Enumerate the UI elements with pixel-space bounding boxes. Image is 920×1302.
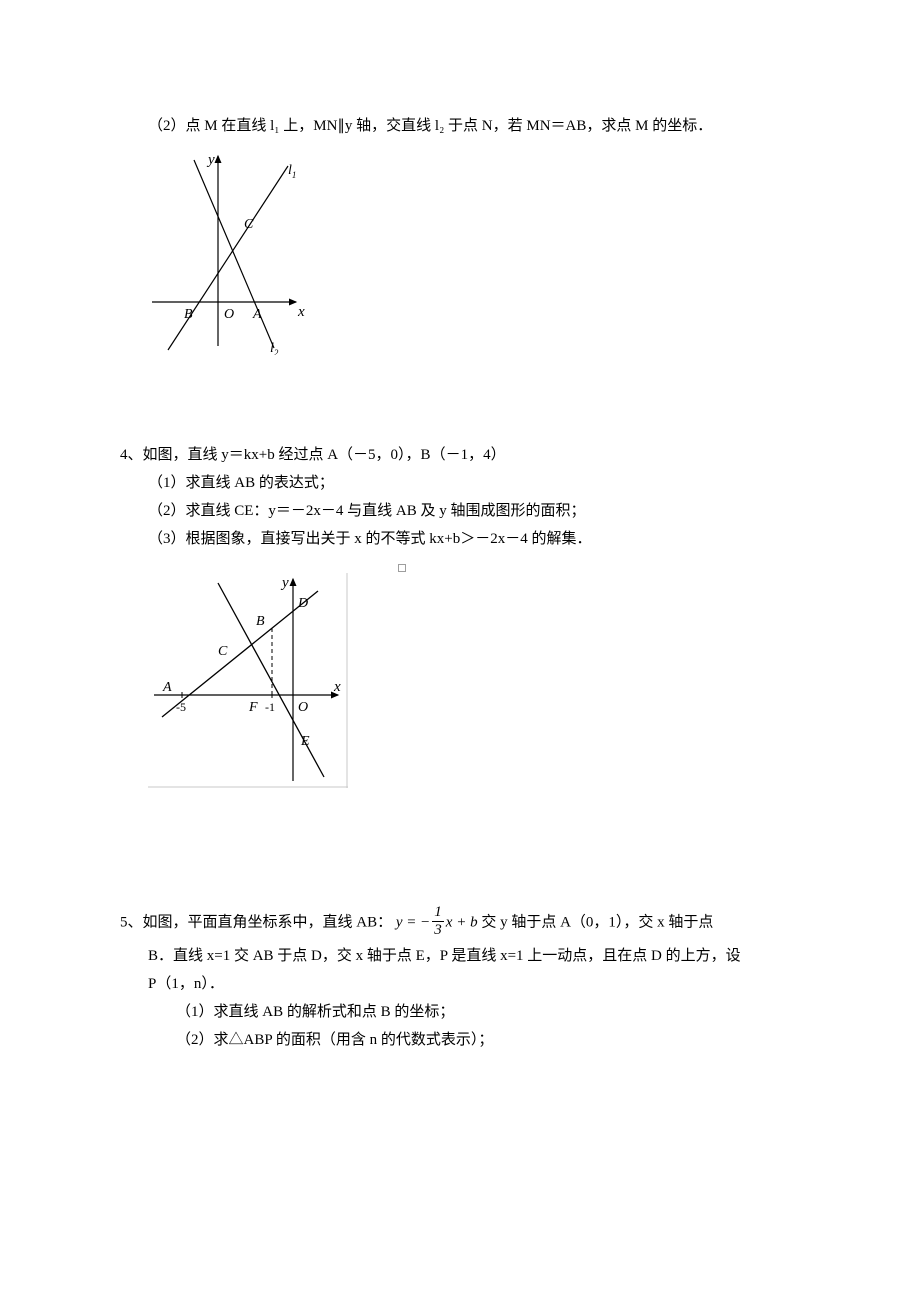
q5-stem-line3: P（1，n）． xyxy=(148,972,820,996)
svg-text:y: y xyxy=(280,575,289,591)
svg-text:B: B xyxy=(256,614,265,629)
q4-number: 4、 xyxy=(120,447,143,463)
q5-part1: （1）求直线 AB 的解析式和点 B 的坐标； xyxy=(176,1000,820,1024)
watermark-square xyxy=(398,564,406,572)
svg-text:C: C xyxy=(218,644,228,659)
q4-stem-text: 如图，直线 y＝kx+b 经过点 A（－5，0），B（－1，4） xyxy=(143,447,506,463)
q5-stem-line2: B．直线 x=1 交 AB 于点 D，交 x 轴于点 E，P 是直线 x=1 上… xyxy=(148,944,820,968)
q2-part2-line: （2）点 M 在直线 l₁ 上，MN∥y 轴，交直线 l₂ 于点 N，若 MN＝… xyxy=(148,114,820,138)
q5-stem-line1: 5、如图，平面直角坐标系中，直线 AB： y = −13x + b 交 y 轴于… xyxy=(120,906,820,940)
svg-text:O: O xyxy=(224,307,234,322)
q5-frac-num: 1 xyxy=(432,904,444,922)
figure-1: y x l1 l2 B O A C xyxy=(148,150,820,355)
svg-text:C: C xyxy=(244,217,254,232)
svg-text:x: x xyxy=(333,679,341,695)
svg-text:-5: -5 xyxy=(176,700,186,714)
q4-part2: （2）求直线 CE：y＝－2x－4 与直线 AB 及 y 轴围成图形的面积； xyxy=(148,499,820,523)
svg-text:x: x xyxy=(297,304,305,320)
figure-1-svg: y x l1 l2 B O A C xyxy=(148,150,308,355)
q5-part2: （2）求△ABP 的面积（用含 n 的代数式表示）； xyxy=(176,1028,820,1052)
figure-2: y x A -5 F -1 O B C D E xyxy=(148,573,820,788)
q5-stem-pre: 如图，平面直角坐标系中，直线 AB： xyxy=(143,914,393,930)
figure-2-svg: y x A -5 F -1 O B C D E xyxy=(148,573,348,788)
q4-part3: （3）根据图象，直接写出关于 x 的不等式 kx+b＞－2x－4 的解集． xyxy=(148,527,820,551)
svg-text:F: F xyxy=(248,700,258,715)
svg-text:l1: l1 xyxy=(288,163,296,180)
svg-text:E: E xyxy=(300,734,310,749)
svg-text:A: A xyxy=(162,680,172,695)
svg-text:D: D xyxy=(297,596,308,611)
q5-frac-den: 3 xyxy=(432,922,444,939)
svg-text:y: y xyxy=(206,152,215,168)
svg-text:-1: -1 xyxy=(265,700,275,714)
svg-text:B: B xyxy=(184,307,193,322)
q4-part1: （1）求直线 AB 的表达式； xyxy=(148,471,820,495)
q5-stem-post1: 交 y 轴于点 A（0，1），交 x 轴于点 xyxy=(481,914,713,930)
q5-number: 5、 xyxy=(120,914,143,930)
svg-text:A: A xyxy=(252,307,262,322)
q4-part3-text: （3）根据图象，直接写出关于 x 的不等式 kx+b＞－2x－4 的解集． xyxy=(148,531,591,547)
q4-stem: 4、如图，直线 y＝kx+b 经过点 A（－5，0），B（－1，4） xyxy=(120,443,820,467)
svg-text:O: O xyxy=(298,700,308,715)
svg-text:l2: l2 xyxy=(270,341,279,355)
q5-equation: y = −13x + b xyxy=(396,906,478,940)
